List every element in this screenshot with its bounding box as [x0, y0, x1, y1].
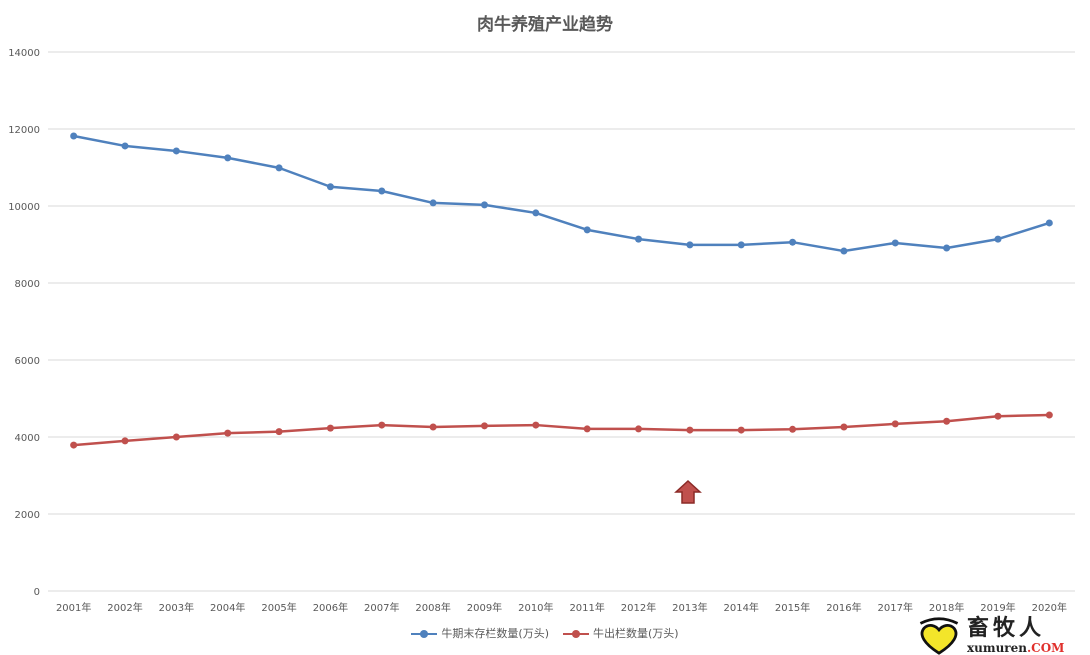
watermark-logo: 畜牧人 xumuren.COM — [915, 616, 1087, 655]
y-tick-label: 12000 — [8, 125, 40, 136]
logo-text-en: xumuren.COM — [967, 641, 1064, 655]
x-tick-label: 2019年 — [980, 601, 1015, 614]
data-point — [994, 235, 1002, 243]
y-tick-label: 14000 — [8, 48, 40, 59]
data-point — [1045, 219, 1053, 227]
data-point — [635, 235, 643, 243]
legend: 牛期末存栏数量(万头) 牛出栏数量(万头) — [0, 627, 1090, 641]
heart-logo-icon — [919, 617, 959, 655]
y-tick-label: 4000 — [15, 433, 40, 444]
data-point — [943, 417, 951, 425]
x-tick-label: 2016年 — [826, 601, 861, 614]
y-tick-label: 10000 — [8, 202, 40, 213]
x-tick-label: 2012年 — [621, 601, 656, 614]
data-point — [378, 187, 386, 195]
data-point — [70, 132, 78, 140]
x-tick-label: 2005年 — [261, 601, 296, 614]
x-tick-label: 2018年 — [929, 601, 964, 614]
logo-domain: .COM — [1026, 641, 1065, 655]
data-point — [224, 429, 232, 437]
data-point — [532, 421, 540, 429]
data-point — [275, 164, 283, 172]
data-point — [532, 209, 540, 217]
x-tick-label: 2017年 — [878, 601, 913, 614]
data-point — [635, 425, 643, 433]
line-chart: 0 2000 4000 6000 8000 10000 12000 14000 2001年 20… — [8, 48, 1075, 614]
data-point — [891, 420, 899, 428]
data-point — [840, 423, 848, 431]
data-point — [994, 412, 1002, 420]
data-point — [1045, 411, 1053, 419]
data-point — [789, 425, 797, 433]
x-tick-label: 2001年 — [56, 601, 91, 614]
data-point — [840, 247, 848, 255]
data-point — [172, 147, 180, 155]
x-tick-label: 2020年 — [1032, 601, 1067, 614]
x-tick-label: 2002年 — [107, 601, 142, 614]
data-point — [789, 238, 797, 246]
data-point — [737, 426, 745, 434]
data-point — [686, 426, 694, 434]
x-tick-label: 2008年 — [415, 601, 450, 614]
data-point — [583, 425, 591, 433]
series-line-1 — [73, 413, 1050, 447]
x-tick-label: 2010年 — [518, 601, 553, 614]
y-tick-label: 8000 — [15, 279, 40, 290]
logo-en-name: xumuren — [967, 641, 1027, 655]
series-line-0 — [73, 134, 1050, 253]
data-point — [378, 421, 386, 429]
logo-text-cn: 畜牧人 — [967, 615, 1046, 641]
x-tick-label: 2014年 — [723, 601, 758, 614]
data-point — [121, 142, 129, 150]
legend-swatch — [563, 629, 589, 639]
x-tick-label: 2009年 — [467, 601, 502, 614]
up-arrow-icon — [674, 479, 702, 504]
legend-label: 牛期末存栏数量(万头) — [441, 627, 549, 640]
data-point — [480, 422, 488, 430]
x-tick-label: 2004年 — [210, 601, 245, 614]
data-point — [275, 428, 283, 436]
x-tick-label: 2007年 — [364, 601, 399, 614]
x-tick-label: 2006年 — [313, 601, 348, 614]
legend-swatch — [411, 629, 438, 639]
data-point — [326, 424, 334, 432]
x-tick-label: 2015年 — [775, 601, 810, 614]
x-tick-label: 2013年 — [672, 601, 707, 614]
data-point — [326, 183, 334, 191]
legend-label: 牛出栏数量(万头) — [593, 627, 679, 640]
y-tick-label: 6000 — [15, 356, 40, 367]
y-tick-label: 2000 — [15, 510, 40, 521]
data-point — [224, 154, 232, 162]
data-point — [943, 244, 951, 252]
chart-title: 肉牛养殖产业趋势 — [477, 15, 613, 35]
data-point — [429, 199, 437, 207]
data-point — [583, 226, 591, 234]
y-tick-label: 0 — [34, 587, 40, 598]
x-tick-label: 2003年 — [159, 601, 194, 614]
data-point — [121, 437, 129, 445]
data-point — [686, 241, 694, 249]
legend-item-stock: 牛期末存栏数量(万头) — [411, 627, 549, 641]
data-point — [737, 241, 745, 249]
legend-item-slaughter: 牛出栏数量(万头) — [563, 627, 679, 641]
data-point — [480, 201, 488, 209]
x-tick-label: 2011年 — [569, 601, 604, 614]
data-point — [429, 423, 437, 431]
data-point — [891, 239, 899, 247]
data-point — [172, 433, 180, 441]
data-point — [70, 441, 78, 449]
